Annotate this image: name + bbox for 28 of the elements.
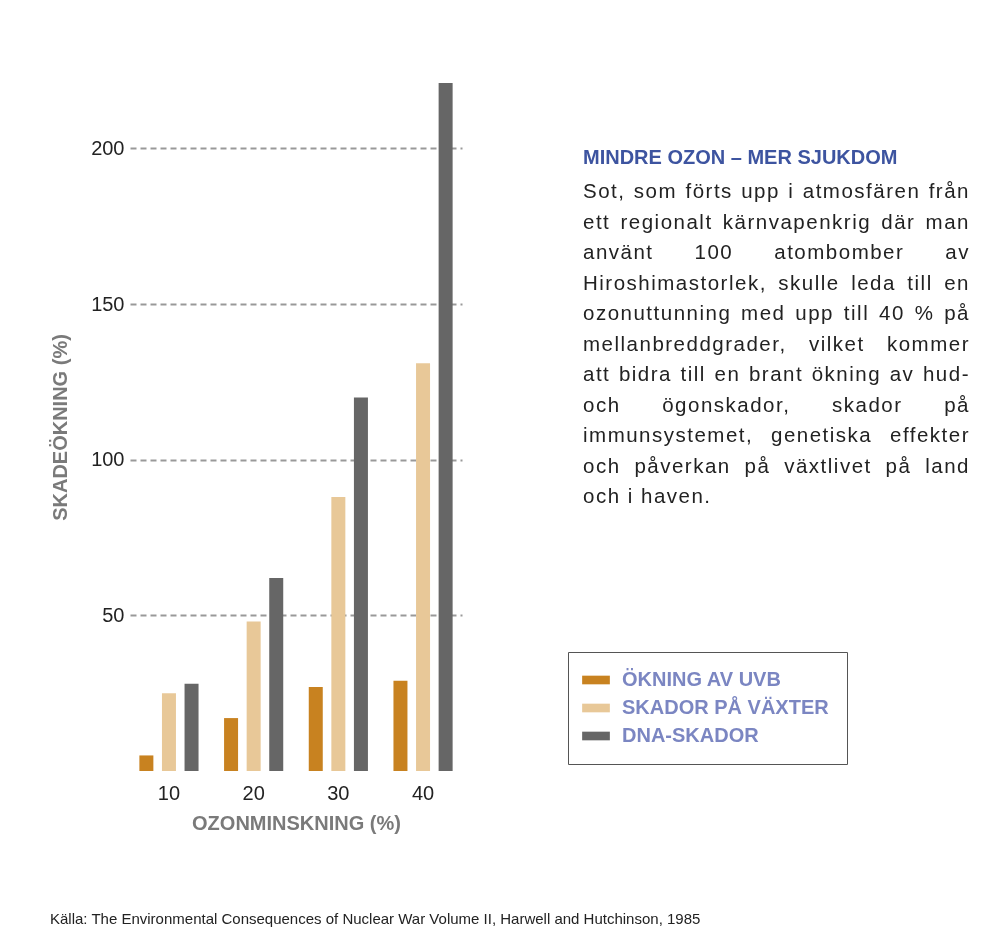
y-tick-label: 150 [91,292,125,315]
text: MINDRE OZON – MER SJUKDOM [583,146,899,169]
bar [161,693,176,771]
text: Sot, som förts upp i atmosfären från ett regionalt kärnvapenkrig där man använt 100 atombomber av Hiroshimastorlek, skulle leda till en ozonuttunning med upp till 40 % på mellanbreddgrader, vilket kommer att bidra till en brant ökning av hud- och ögonskador, skador på immunsystemet, genetiska effekter och påverkan på växtlivet på land och i haven. [583,179,970,507]
bar [331,497,346,771]
x-tick-label: 40 [411,781,435,804]
x-axis-title: OZONMINSKNING (%) [192,811,401,834]
bar [269,577,284,771]
bar [308,686,323,771]
legend-label: SKADOR PÅ VÄXTER [622,695,830,718]
x-tick-label: 30 [327,781,350,804]
bar [393,680,408,771]
bar [224,718,239,771]
bar [184,683,199,771]
legend-label: ÖKNING AV UVB [622,668,781,690]
text: Källa: The Environmental Consequences of Nuclear War Volume II, Harwell and Hutchinson, 1985 [50,910,701,927]
legend-label: DNA-SKADOR [622,724,760,746]
y-tick-label: 50 [102,603,125,626]
x-tick-label: 20 [242,781,265,804]
y-tick-label: 100 [91,448,125,471]
bar [246,621,261,771]
bar [353,397,368,771]
x-tick-label: 10 [157,781,181,804]
bar [416,363,431,771]
bar [139,755,154,771]
y-axis-title: SKADEÖKNING (%) [49,334,72,521]
bar [438,83,453,771]
y-tick-label: 200 [91,136,125,159]
